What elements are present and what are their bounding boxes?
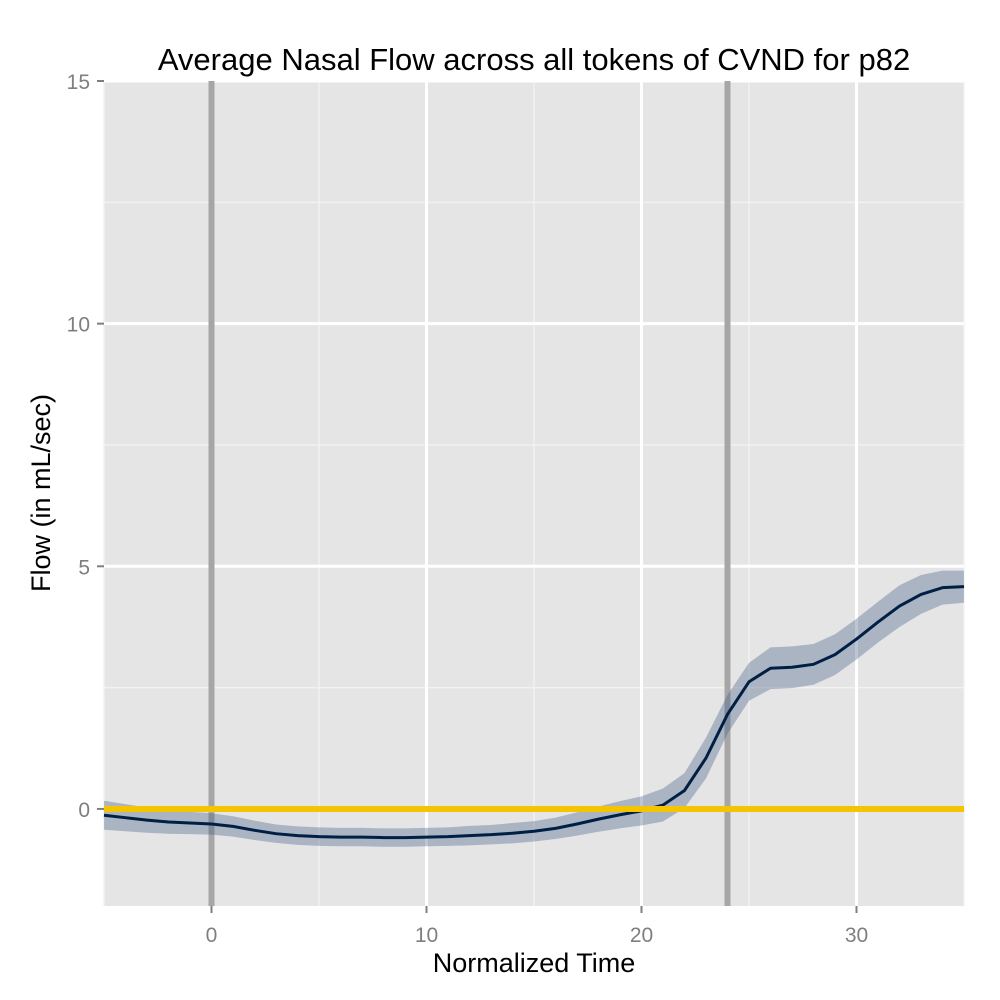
x-tick-label: 0 [206,924,218,947]
y-axis-title: Flow (in mL/sec) [26,394,56,592]
y-tick-label: 0 [78,799,90,822]
y-tick-label: 5 [78,556,90,579]
y-tick-label: 15 [67,71,90,94]
x-tick-label: 20 [630,924,653,947]
x-axis-title: Normalized Time [433,948,636,978]
chart-title: Average Nasal Flow across all tokens of … [158,42,910,77]
y-tick-label: 10 [67,314,90,337]
x-tick-label: 10 [415,924,438,947]
x-tick-label: 30 [845,924,868,947]
